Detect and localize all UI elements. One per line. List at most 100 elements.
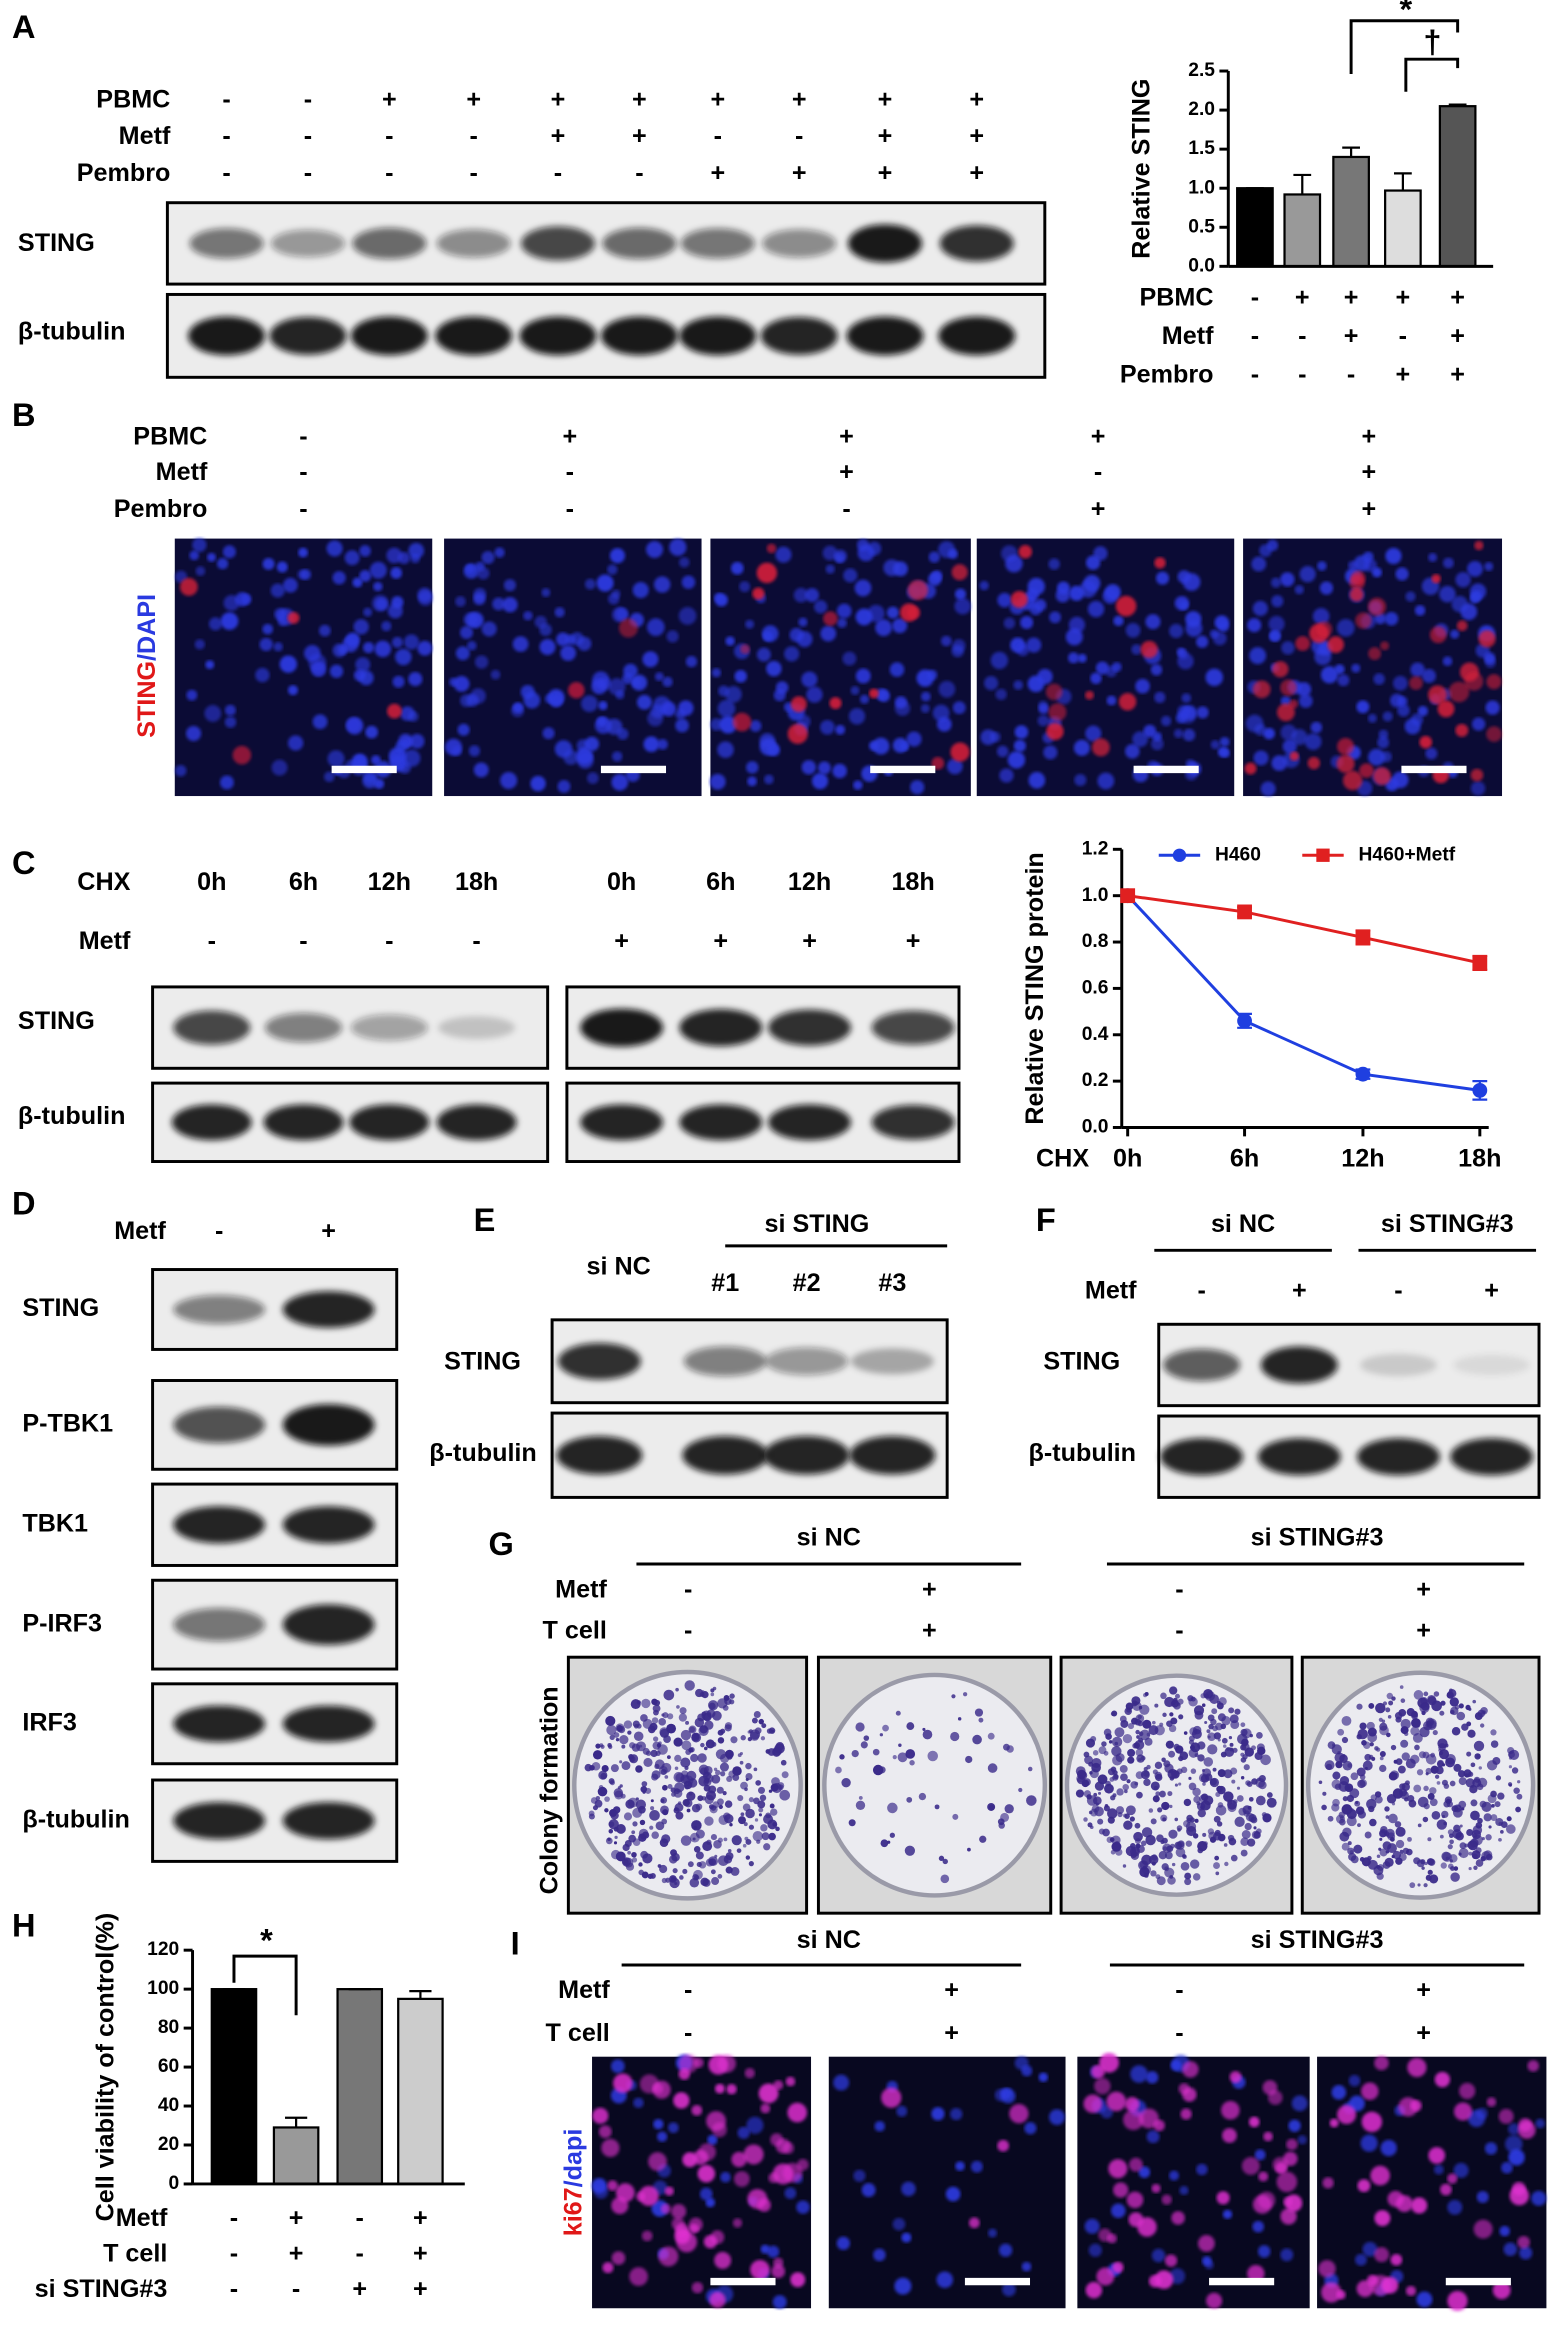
colony xyxy=(1411,1718,1421,1728)
colony xyxy=(1446,1691,1454,1699)
band-label: P-IRF3 xyxy=(22,1609,102,1637)
colony xyxy=(1199,1794,1208,1803)
colony xyxy=(1500,1829,1504,1834)
blot-band xyxy=(762,229,837,258)
band-label: STING xyxy=(22,1294,99,1322)
stain-dot xyxy=(1337,2105,1357,2125)
panel-letter: E xyxy=(474,1202,496,1238)
colony xyxy=(1451,1805,1459,1813)
colony xyxy=(714,1854,718,1858)
nucleus xyxy=(474,655,489,669)
condition-sign: + xyxy=(466,85,481,113)
nucleus xyxy=(606,718,623,735)
colony xyxy=(1472,1825,1483,1835)
nucleus xyxy=(1304,733,1322,751)
colony xyxy=(1193,1705,1205,1716)
colony xyxy=(595,1796,601,1801)
colony xyxy=(1240,1776,1245,1780)
colony xyxy=(1114,1840,1120,1847)
nucleus xyxy=(408,672,423,687)
colony xyxy=(1168,1829,1178,1839)
stain-dot xyxy=(823,611,838,626)
colony xyxy=(745,1855,751,1860)
band-label: STING xyxy=(444,1347,521,1375)
colony xyxy=(606,1724,617,1736)
nucleus xyxy=(1100,2105,1113,2119)
colony xyxy=(1388,1700,1394,1706)
nucleus xyxy=(391,636,403,648)
condition-sign: + xyxy=(614,927,629,955)
nucleus xyxy=(235,592,250,607)
nucleus xyxy=(359,545,371,557)
nucleus xyxy=(654,576,671,593)
panel-letter: F xyxy=(1036,1202,1056,1238)
nucleus xyxy=(1196,706,1209,719)
colony xyxy=(1110,1766,1117,1773)
nucleus xyxy=(1314,648,1332,666)
stain-dot xyxy=(1456,620,1468,632)
colony xyxy=(1137,1720,1144,1727)
nucleus xyxy=(1038,2072,1049,2082)
nucleus xyxy=(192,537,207,553)
colony xyxy=(752,1830,763,1842)
colony xyxy=(601,1764,609,1773)
condition-sign: - xyxy=(566,495,574,523)
nucleus xyxy=(1037,715,1049,727)
colony xyxy=(1083,1778,1091,1786)
colony xyxy=(855,1722,865,1732)
condition-label: CHX xyxy=(77,868,130,896)
colony xyxy=(897,1752,908,1763)
colony xyxy=(640,1714,648,1722)
condition-sign: - xyxy=(299,423,307,451)
nucleus xyxy=(1425,747,1438,760)
colony xyxy=(1120,1773,1128,1782)
colony xyxy=(906,1796,913,1803)
condition-sign: + xyxy=(922,1575,937,1603)
stain-dot xyxy=(676,2231,698,2253)
colony xyxy=(889,1832,895,1838)
condition-sign: - xyxy=(230,2275,238,2303)
band-label: TBK1 xyxy=(22,1509,88,1537)
nucleus xyxy=(1095,661,1109,675)
colony xyxy=(1120,1719,1129,1728)
nucleus xyxy=(970,2160,983,2173)
colony xyxy=(610,1764,619,1773)
nucleus xyxy=(205,660,215,670)
colony xyxy=(1154,1703,1159,1708)
colony xyxy=(1441,1810,1449,1819)
nucleus xyxy=(1016,643,1030,657)
nucleus xyxy=(470,688,486,704)
stain-dot xyxy=(678,2068,691,2080)
colony xyxy=(882,1724,889,1732)
colony xyxy=(1165,1740,1174,1749)
colony xyxy=(1452,1829,1462,1839)
colony xyxy=(1213,1862,1220,1870)
colony xyxy=(1391,1696,1396,1701)
nucleus xyxy=(901,2232,912,2243)
nucleus xyxy=(386,547,403,564)
colony xyxy=(631,1851,637,1858)
nucleus xyxy=(1260,781,1276,797)
nucleus xyxy=(822,545,838,561)
colony xyxy=(655,1750,661,1756)
stain-dot xyxy=(1171,2211,1185,2225)
nucleus xyxy=(835,724,846,735)
nucleus xyxy=(593,2184,609,2199)
point xyxy=(1237,1013,1252,1029)
bar xyxy=(336,1988,384,2186)
colony xyxy=(858,1796,863,1800)
colony xyxy=(1356,1767,1366,1777)
colony xyxy=(1440,1862,1447,1869)
colony xyxy=(671,1853,680,1862)
stain-dot xyxy=(1252,680,1271,699)
x-axis-label: CHX xyxy=(1036,1145,1089,1173)
colony xyxy=(898,1743,902,1747)
blot-band xyxy=(850,1348,934,1375)
colony xyxy=(680,1729,692,1741)
colony xyxy=(1367,1859,1378,1870)
nucleus xyxy=(730,561,744,575)
nucleus xyxy=(208,617,223,631)
colony xyxy=(1517,1780,1521,1784)
stain-dot xyxy=(1427,685,1448,705)
blot-band xyxy=(282,1604,375,1645)
